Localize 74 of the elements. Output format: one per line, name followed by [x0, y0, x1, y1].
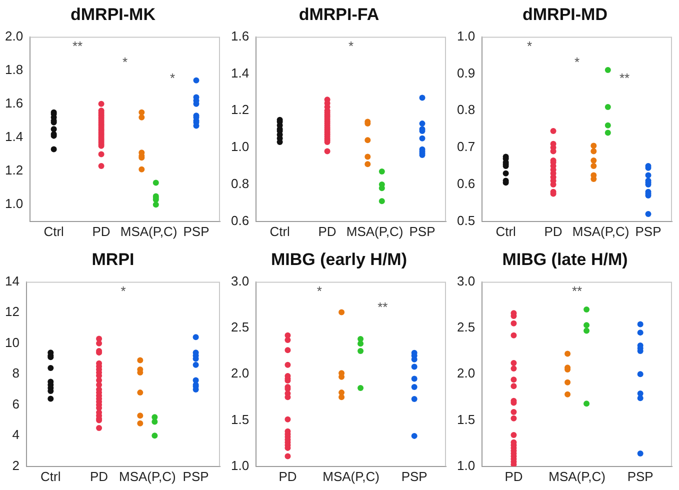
- y-tick-label: 2: [12, 458, 20, 473]
- x-tick-label: PSP: [401, 468, 428, 484]
- y-tick-label: 3.0: [230, 273, 250, 288]
- y-tick-label: 2.0: [456, 366, 476, 381]
- x-tick-label: PSP: [409, 224, 436, 239]
- x-tick-label: MSA(P,C): [346, 224, 404, 239]
- annotation: *: [574, 54, 580, 70]
- y-tick-label: 2.0: [230, 366, 250, 381]
- y-tick-label: 0.8: [230, 176, 250, 192]
- y-tick-label: 10: [4, 334, 20, 350]
- chart-title: MIBG (early H/M): [270, 249, 408, 271]
- annotation: **: [72, 38, 83, 54]
- x-tick-label: PSP: [182, 468, 209, 484]
- x-tick-label: MSA(P,C): [119, 468, 176, 484]
- x-tick-label: MSA(P,C): [322, 468, 380, 484]
- annotation: **: [572, 283, 582, 298]
- y-tick-label: 0.7: [456, 139, 476, 154]
- x-tick-label: MSA(P,C): [120, 224, 178, 239]
- x-tick-label: MSA(P,C): [548, 468, 606, 484]
- y-tick-label: 14: [4, 273, 20, 288]
- y-tick-label: 1.0: [230, 458, 250, 473]
- y-tick-label: 2.0: [4, 28, 24, 44]
- annotation: **: [619, 70, 630, 86]
- y-tick-label: 3.0: [456, 273, 476, 288]
- y-tick-label: 0.5: [456, 212, 476, 228]
- annotation: *: [120, 283, 126, 298]
- x-tick-label: PSP: [635, 224, 662, 239]
- annotation: **: [378, 299, 388, 314]
- y-tick-label: 0.8: [456, 102, 476, 118]
- y-tick-label: 0.6: [456, 176, 476, 192]
- y-tick-label: 1.4: [4, 129, 24, 144]
- y-tick-label: 2.5: [230, 320, 250, 335]
- y-tick-label: 1.6: [230, 28, 250, 44]
- x-tick-label: PSP: [627, 468, 654, 484]
- chart-title: dMRPI-MK: [70, 4, 156, 26]
- chart-title: MIBG (late H/M): [501, 249, 629, 271]
- y-tick-label: 1.5: [230, 412, 250, 427]
- y-tick-label: 1.2: [230, 102, 250, 118]
- annotation: *: [316, 283, 322, 298]
- annotation: *: [122, 54, 128, 70]
- x-tick-label: PD: [278, 468, 297, 484]
- y-tick-label: 1.6: [4, 96, 24, 111]
- y-tick-label: 1.0: [230, 139, 250, 154]
- x-tick-label: PD: [92, 224, 110, 239]
- x-tick-label: PD: [318, 224, 336, 239]
- y-tick-label: 2.5: [456, 320, 476, 335]
- y-tick-label: 4: [12, 427, 20, 442]
- annotation: *: [170, 70, 176, 86]
- y-tick-label: 1.2: [4, 162, 24, 178]
- x-tick-label: Ctrl: [44, 224, 64, 239]
- y-tick-label: 1.0: [456, 28, 476, 44]
- annotation: *: [527, 38, 532, 54]
- y-tick-label: 6: [12, 396, 20, 412]
- x-tick-label: Ctrl: [496, 224, 516, 239]
- y-tick-label: 1.8: [4, 62, 24, 77]
- chart-title: MRPI: [90, 249, 136, 271]
- y-tick-label: 8: [12, 366, 20, 381]
- y-tick-label: 1.5: [456, 412, 476, 427]
- y-tick-label: 12: [4, 304, 20, 320]
- y-tick-label: 0.6: [230, 212, 250, 228]
- chart-title: dMRPI-FA: [298, 4, 380, 26]
- chart-title: dMRPI-MD: [522, 4, 608, 26]
- x-tick-label: PSP: [183, 224, 210, 239]
- y-tick-label: 1.0: [4, 196, 24, 212]
- y-tick-label: 1.4: [230, 65, 250, 80]
- x-tick-label: PD: [90, 468, 108, 484]
- x-tick-label: Ctrl: [40, 468, 61, 484]
- x-tick-label: PD: [504, 468, 523, 484]
- y-tick-label: 1.0: [456, 458, 476, 473]
- x-tick-label: PD: [544, 224, 562, 239]
- x-tick-label: Ctrl: [270, 224, 290, 239]
- x-tick-label: MSA(P,C): [572, 224, 630, 239]
- annotation: *: [348, 38, 354, 54]
- y-tick-label: 0.9: [456, 65, 476, 80]
